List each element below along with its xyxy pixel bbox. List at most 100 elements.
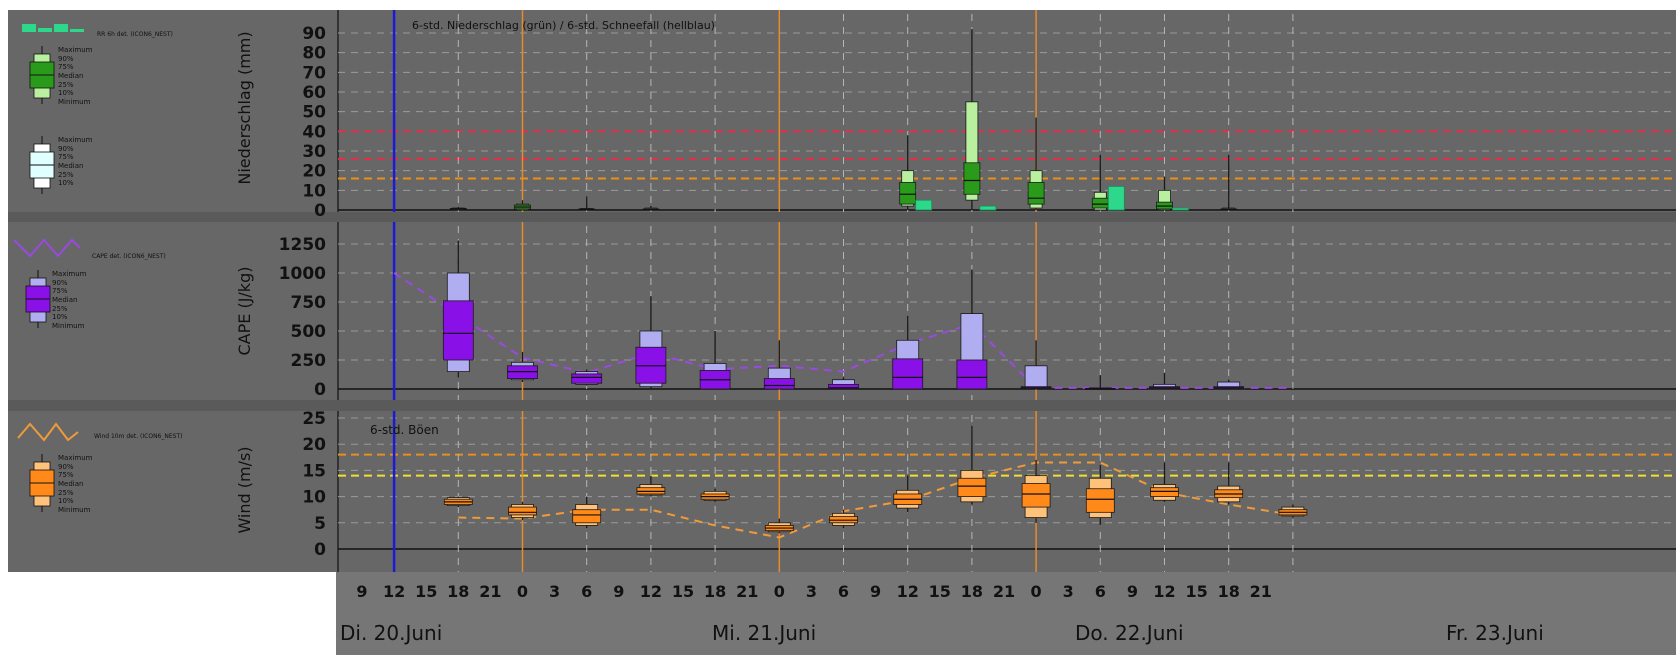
snow-legend-box-label: Median [58, 162, 83, 170]
x-axis-strip [336, 572, 1676, 655]
precip-box-p25-p75 [899, 182, 917, 205]
cape-legend-box-label: Maximum [52, 270, 87, 278]
cape-box-p25-p75 [763, 378, 795, 390]
y-axis-label: CAPE (J/kg) [235, 267, 254, 356]
snow-legend-box-label: Maximum [58, 136, 93, 144]
y-tick-label: 1000 [279, 264, 326, 284]
y-tick-label: 1250 [279, 235, 326, 255]
day-label: Mi. 21.Juni [712, 621, 816, 645]
x-tick-label: 12 [1153, 582, 1175, 601]
snow-legend-box-label: 75% [58, 153, 74, 161]
day-label: Fr. 23.Juni [1446, 621, 1544, 645]
precip-box-p25-p75 [1027, 182, 1045, 205]
wind-box-p25-p75 [957, 477, 987, 498]
y-axis-label: Wind (m/s) [235, 446, 254, 533]
x-tick-label: 21 [479, 582, 501, 601]
annotations: 6-std. Niederschlag (grün) / 6-std. Schn… [370, 19, 715, 437]
cape-legend-box-label: 25% [52, 305, 68, 313]
precip-legend-box-label: Median [58, 72, 83, 80]
x-tick-label: 12 [640, 582, 662, 601]
x-tick-label: 9 [1127, 582, 1138, 601]
wind-legend-det-label: Wind 10m det. (ICON6_NEST) [94, 433, 182, 440]
y-tick-label: 60 [302, 83, 326, 103]
x-tick-label: 6 [1095, 582, 1106, 601]
cape-legend-box-label: 10% [52, 313, 68, 321]
x-tick-label: 18 [704, 582, 726, 601]
cape-legend-box-label: 90% [52, 279, 68, 287]
day-label: Di. 20.Juni [340, 621, 442, 645]
y-tick-label: 5 [314, 514, 326, 534]
precip-legend-swatch [22, 24, 36, 32]
cape-box-p25-p75 [442, 300, 474, 361]
x-tick-label: 12 [897, 582, 919, 601]
precip-legend-box-label: 25% [58, 81, 74, 89]
y-tick-label: 15 [302, 461, 326, 481]
y-axis-label: Niederschlag (mm) [235, 31, 254, 184]
precip-legend-box-label: 90% [58, 55, 74, 63]
precip-legend-box-label: Minimum [58, 98, 91, 106]
x-tick-label: 18 [1218, 582, 1240, 601]
x-axis: 9 12 15 18 21 0 3 6 9 12 15 18 21 0 3 6 9 12 15 18 21 0 3 6 9 12 1… [340, 582, 1544, 645]
x-tick-label: 15 [1185, 582, 1207, 601]
y-tick-label: 40 [302, 122, 326, 142]
x-tick-label: 21 [1250, 582, 1272, 601]
precip-title: 6-std. Niederschlag (grün) / 6-std. Schn… [412, 19, 715, 32]
x-tick-label: 18 [961, 582, 983, 601]
y-tick-label: 250 [291, 351, 327, 371]
cape-box-p10-p90 [1024, 365, 1048, 390]
y-tick-label: 0 [314, 201, 326, 221]
day-label: Do. 22.Juni [1075, 621, 1184, 645]
x-tick-label: 0 [517, 582, 528, 601]
y-tick-label: 0 [314, 540, 326, 560]
y-tick-label: 90 [302, 24, 326, 44]
x-tick-label: 0 [1031, 582, 1042, 601]
panel-divider [8, 400, 1676, 411]
panel-backgrounds [8, 10, 1676, 655]
x-tick-label: 6 [838, 582, 849, 601]
y-tick-label: 20 [302, 435, 326, 455]
cape-box-p25-p75 [828, 383, 859, 390]
x-tick-label: 21 [993, 582, 1015, 601]
cape-legend-box-label: 75% [52, 287, 68, 295]
snow-legend-box-label: 25% [58, 171, 74, 179]
wind-legend-box-label: Maximum [58, 454, 93, 462]
snow-legend-box-label: 90% [58, 145, 74, 153]
cape-legend-box-label: Median [52, 296, 77, 304]
cape-legend-line [13, 238, 81, 258]
y-tick-label: 70 [302, 63, 326, 83]
precip-legend-box-label: 75% [58, 63, 74, 71]
precip-det-bar [1172, 207, 1189, 211]
wind-box-p25-p75 [508, 506, 537, 516]
y-tick-label: 20 [302, 162, 326, 182]
precip-det-bar [915, 199, 933, 211]
x-tick-label: 9 [356, 582, 367, 601]
precip-box-p25-p75 [1091, 197, 1109, 209]
wind-legend-box-label: 10% [58, 497, 74, 505]
x-tick-label: 9 [870, 582, 881, 601]
x-tick-label: 3 [549, 582, 560, 601]
y-tick-label: 80 [302, 44, 326, 64]
panel-divider [8, 212, 1676, 222]
panel-2-bg [8, 411, 1676, 572]
wind-legend-line [17, 422, 79, 442]
x-tick-label: 6 [581, 582, 592, 601]
y-tick-label: 25 [302, 409, 326, 429]
cape-box-p25-p75 [892, 358, 924, 390]
panel-1-bg [8, 222, 1676, 400]
wind-box-p25-p75 [1021, 483, 1051, 508]
precip-legend-swatch [70, 29, 84, 32]
x-tick-label: 21 [736, 582, 758, 601]
precip-det-bar [979, 205, 997, 211]
x-tick-label: 18 [447, 582, 469, 601]
x-tick-label: 15 [672, 582, 694, 601]
x-tick-label: 0 [774, 582, 785, 601]
y-tick-label: 50 [302, 103, 326, 123]
wind-legend-box-label: 90% [58, 463, 74, 471]
panel-0-bg [8, 10, 1676, 212]
legend-column: RR 6h det. (ICON6_NEST) CAPE det. (ICON6… [13, 24, 182, 514]
cape-legend-box-label: Minimum [52, 322, 85, 330]
cape-legend-det-label: CAPE det. (ICON6_NEST) [92, 253, 166, 260]
y-tick-label: 30 [302, 142, 326, 162]
